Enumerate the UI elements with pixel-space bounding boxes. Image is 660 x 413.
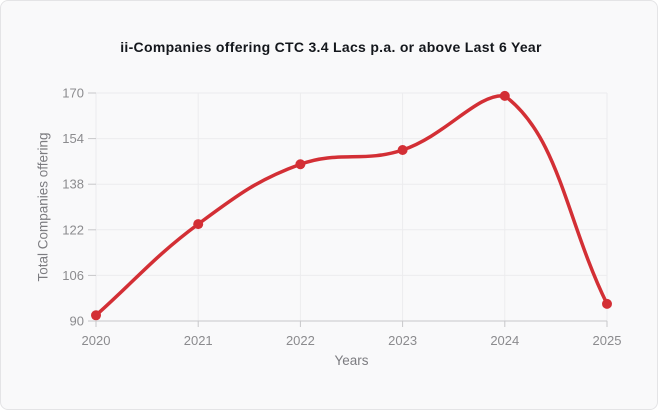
chart-title: ii-Companies offering CTC 3.4 Lacs p.a. … bbox=[120, 39, 542, 55]
data-point-2021[interactable] bbox=[193, 219, 204, 230]
x-axis-title: Years bbox=[334, 353, 369, 368]
data-point-2025[interactable] bbox=[602, 298, 612, 309]
x-tick-label: 2025 bbox=[593, 333, 622, 348]
x-tick-label: 2021 bbox=[184, 333, 213, 348]
series-line bbox=[94, 94, 609, 318]
y-tick-label: 106 bbox=[62, 268, 84, 283]
x-tick-label: 2022 bbox=[286, 333, 315, 348]
data-point-2022[interactable] bbox=[295, 159, 306, 170]
data-point-2020[interactable] bbox=[91, 310, 101, 321]
x-tick-label: 2020 bbox=[82, 333, 111, 348]
y-tick-label: 122 bbox=[62, 222, 84, 237]
data-point-2024[interactable] bbox=[499, 90, 510, 101]
x-tick-label: 2024 bbox=[490, 333, 519, 348]
y-tick-label: 90 bbox=[70, 314, 84, 329]
data-point-2023[interactable] bbox=[397, 145, 408, 155]
y-tick-label: 154 bbox=[62, 131, 84, 146]
y-tick-label: 170 bbox=[62, 86, 84, 101]
x-tick-label: 2023 bbox=[388, 333, 417, 348]
y-tick-label: 138 bbox=[62, 177, 84, 192]
